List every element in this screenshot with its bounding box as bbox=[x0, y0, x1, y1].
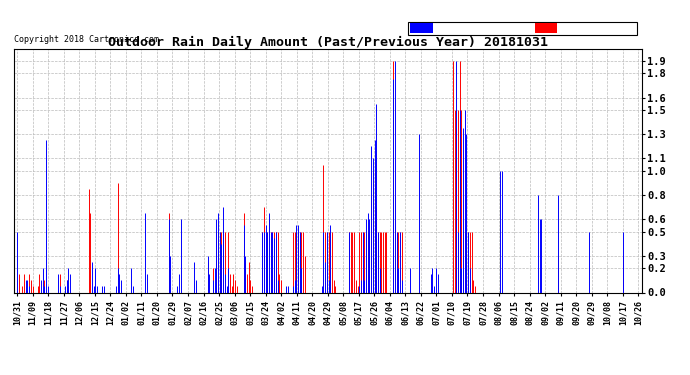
Text: Copyright 2018 Cartronics.com: Copyright 2018 Cartronics.com bbox=[14, 35, 159, 44]
Title: Outdoor Rain Daily Amount (Past/Previous Year) 20181031: Outdoor Rain Daily Amount (Past/Previous… bbox=[108, 36, 548, 49]
Legend: Previous  (Inches), Past  (Inches): Previous (Inches), Past (Inches) bbox=[408, 22, 637, 35]
